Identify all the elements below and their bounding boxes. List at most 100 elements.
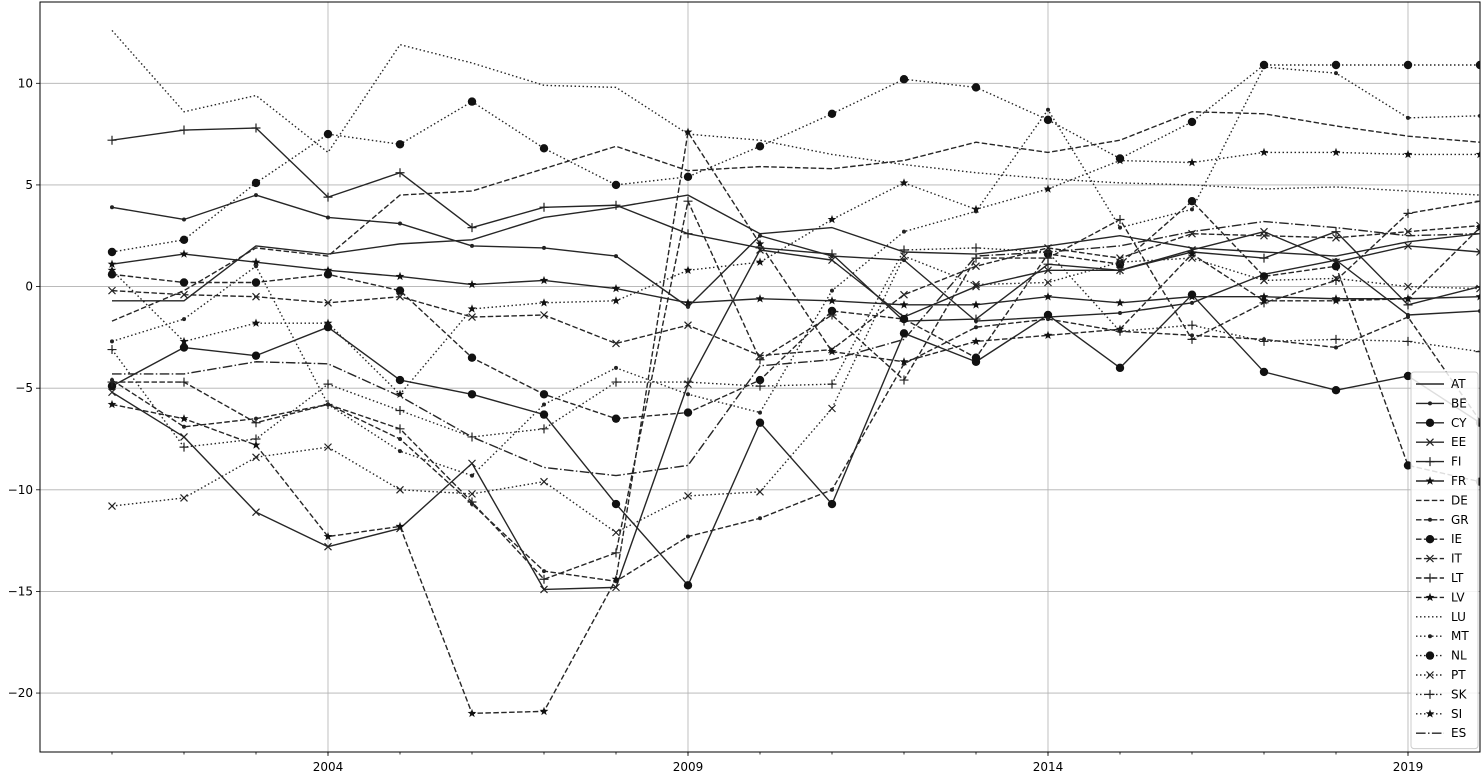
data-point [1334, 71, 1338, 76]
data-point [107, 377, 117, 387]
data-point [326, 402, 330, 407]
series-pt [108, 252, 1480, 537]
data-point [611, 499, 621, 509]
legend-marker [1425, 476, 1435, 485]
data-point [755, 257, 765, 266]
legend-label: LT [1451, 571, 1464, 585]
legend-label: DE [1451, 493, 1468, 507]
data-point [395, 521, 405, 531]
legend-entry: FR [1416, 474, 1466, 488]
data-point [395, 140, 405, 149]
data-point [1115, 155, 1125, 165]
data-point [182, 424, 186, 429]
data-point [611, 574, 621, 583]
data-point [1259, 336, 1269, 346]
data-point [1404, 227, 1412, 236]
legend-label: NL [1451, 649, 1467, 663]
data-point [1331, 275, 1341, 285]
data-point [468, 459, 476, 468]
data-point [972, 280, 980, 289]
data-point [611, 200, 621, 210]
data-point [971, 314, 981, 324]
series-at [112, 194, 1480, 302]
legend-entry: IT [1416, 552, 1463, 566]
data-point [1043, 292, 1053, 301]
x-tick-label: 2004 [313, 760, 344, 774]
data-point [827, 249, 837, 259]
data-point [758, 516, 762, 521]
data-point [1406, 115, 1410, 120]
data-point [468, 313, 476, 321]
data-point [900, 290, 908, 299]
data-point [1259, 367, 1269, 377]
legend: AT BE CY EE FI FR DE GR IE IT LT LV LU MT NL PT SK SI ES [1410, 371, 1479, 750]
data-point [395, 375, 405, 385]
data-point [1404, 282, 1412, 291]
data-point [755, 381, 765, 391]
data-point [1478, 113, 1480, 118]
data-point [467, 279, 477, 289]
legend-marker [1428, 517, 1432, 522]
data-point [1334, 345, 1338, 350]
data-point [611, 180, 621, 190]
data-point [542, 402, 546, 407]
legend-entry: DE [1416, 493, 1468, 507]
legend-entry: LT [1416, 571, 1464, 585]
data-point [758, 410, 762, 415]
data-point [467, 223, 477, 233]
legend-box [1410, 371, 1479, 750]
data-point [755, 294, 765, 303]
legend-marker [1425, 573, 1435, 583]
legend-marker [1425, 709, 1435, 718]
legend-entry: EE [1416, 435, 1466, 449]
data-point [540, 311, 548, 319]
data-point [179, 442, 189, 452]
series-cy [107, 290, 1480, 590]
data-point [1478, 308, 1480, 313]
legend-marker [1425, 535, 1435, 544]
data-point [972, 262, 980, 271]
data-point [252, 453, 260, 462]
data-point [539, 390, 549, 399]
legend-label: IT [1451, 552, 1463, 566]
data-point [107, 265, 117, 275]
data-point [542, 569, 546, 574]
series-line [112, 194, 1480, 302]
legend-label: EE [1451, 435, 1466, 449]
legend-label: FI [1451, 455, 1461, 469]
series-line [111, 253, 1480, 306]
data-point [827, 296, 837, 305]
data-point [107, 345, 117, 355]
data-point [902, 229, 906, 234]
data-point [107, 247, 117, 257]
data-point [611, 283, 621, 293]
series-line [111, 29, 1480, 196]
data-point [108, 286, 116, 295]
series-line [112, 220, 1480, 477]
data-point [1043, 115, 1053, 125]
x-tick-label: 2009 [673, 760, 704, 774]
series-line [111, 66, 1480, 477]
data-point [755, 418, 765, 427]
data-point [1046, 107, 1050, 112]
data-point [611, 548, 621, 558]
data-point [611, 414, 621, 423]
data-point [1403, 294, 1413, 303]
legend-entry: LV [1416, 590, 1465, 604]
data-point [252, 508, 260, 517]
data-point [758, 233, 762, 238]
data-point [899, 75, 909, 84]
data-point [683, 196, 693, 206]
data-point [180, 494, 188, 502]
data-point [827, 109, 837, 118]
data-point [686, 304, 690, 309]
data-point [1187, 334, 1197, 344]
axes: 2004 2009 2014 2019 10 5 0 −5 −10 −15 −20 [8, 1, 1481, 774]
data-point [612, 583, 620, 592]
data-point [1260, 276, 1268, 285]
data-point [1406, 315, 1410, 320]
data-point [1259, 253, 1269, 263]
data-point [1043, 330, 1053, 340]
data-point [540, 585, 548, 594]
data-point [827, 346, 837, 356]
